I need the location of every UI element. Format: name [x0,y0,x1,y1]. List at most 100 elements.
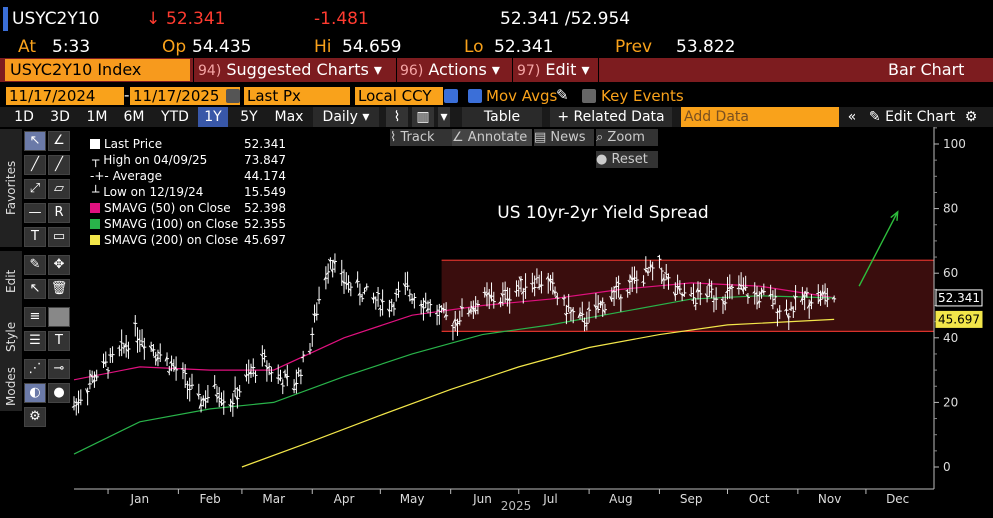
edit-chart-button[interactable]: ✎ Edit Chart [866,107,958,127]
settings-gear-icon[interactable]: ⚙ [964,109,978,125]
frequency-select[interactable]: Daily ▾ [313,107,379,127]
line-style-icon[interactable]: ≡ [24,307,46,327]
suggested-charts-menu[interactable]: 94) Suggested Charts ▾ [198,58,382,82]
add-data-input[interactable]: Add Data [681,107,839,127]
line-width-icon[interactable]: ☰ [24,331,46,351]
pencil-icon[interactable]: ✎ [556,86,569,104]
ticker-symbol[interactable]: USYC2Y10 [12,9,100,29]
eraser-icon[interactable]: ⊸ [48,359,70,379]
gear-icon[interactable]: ⚙ [24,407,46,427]
legend-sma100[interactable]: SMAVG (100) on Close 52.355 [90,216,292,232]
range-max[interactable]: Max [274,109,304,125]
price-bar-open [291,388,295,391]
calendar-icon[interactable] [226,89,240,103]
actions-label: Actions ▾ [428,60,500,79]
arrow-shaft [858,211,899,287]
price-bar [602,303,607,315]
range-1d[interactable]: 1D [14,109,34,125]
edit-menu[interactable]: 97) Edit ▾ [517,58,589,82]
bar-chart-icon[interactable]: ▥ [412,107,434,127]
end-date-field[interactable]: 11/17/2025 [130,87,240,105]
parallel-icon[interactable]: ▱ [48,179,70,199]
price-bar [709,280,714,299]
range-1y[interactable]: 1Y [198,107,228,127]
x-tick-label: Oct [749,492,770,506]
price-bar [386,299,392,318]
related-data-button[interactable]: + Related Data [550,107,672,127]
price-field-select[interactable]: Last Px [244,87,350,105]
chart-type-label[interactable]: Bar Chart [888,60,965,79]
pen-mode-icon[interactable]: ⋰ [24,359,46,379]
range-3d[interactable]: 3D [50,109,70,125]
price-bar [582,317,587,332]
price-bar-open [793,295,797,300]
move-icon[interactable]: ✥ [48,255,70,275]
price-bar [677,280,682,294]
text-size-icon[interactable]: T [48,331,70,351]
price-bar-open [729,285,733,289]
key-events-checkbox[interactable] [582,89,596,103]
track-button[interactable]: ⌇ Track [390,129,452,146]
price-bar-open [423,300,427,304]
palette-icon[interactable]: ● [48,383,70,403]
draw-line-icon[interactable]: ∠ [48,131,70,151]
text-tool-icon[interactable]: T [24,227,46,247]
currency-select[interactable]: Local CCY [355,87,443,105]
annotate-button[interactable]: ∠ Annotate [452,129,532,146]
price-bar-open [332,259,336,265]
channel-icon[interactable]: ⤢ [24,179,46,199]
start-date-field[interactable]: 11/17/2024 [6,87,124,105]
trendline-icon[interactable]: ╱ [24,155,46,175]
legend-label: Average [112,169,162,183]
price-bar [394,288,399,302]
price-bar-open [133,322,136,325]
range-5y[interactable]: 5Y [240,109,258,125]
rectangle-icon[interactable]: ▭ [48,227,70,247]
retracement-icon[interactable]: R [48,203,70,223]
price-bar-open [119,341,122,343]
horizontal-line-icon[interactable]: — [24,203,46,223]
price-bar [85,387,90,406]
fill-color-icon[interactable] [48,307,70,327]
brush-icon[interactable]: ✎ [24,255,46,275]
dropdown-icon[interactable] [444,89,458,103]
price-bar-open [552,289,556,295]
price-bar-open [230,400,234,405]
price-bar [691,283,696,305]
range-ytd[interactable]: YTD [161,109,189,125]
price-bar [770,290,775,310]
range-1m[interactable]: 1M [86,109,108,125]
price-bar-open [259,353,263,357]
security-field[interactable]: USYC2Y10 Index [5,59,190,81]
zoom-button[interactable]: ⌕ Zoom [596,129,658,146]
legend-sma200[interactable]: SMAVG (200) on Close 45.697 [90,232,292,248]
price-bar-open [459,305,463,310]
price-bar-open [518,276,522,282]
chart-style-dropdown[interactable]: ▾ [438,107,450,127]
price-bar [346,275,351,293]
price-bar [443,302,449,321]
cursor-icon[interactable]: ↖ [24,131,46,151]
reset-button[interactable]: ● Reset [596,151,658,168]
price-bar-open [371,297,374,301]
news-button[interactable]: ▤ News [534,129,594,146]
actions-menu[interactable]: 96) Actions ▾ [400,58,500,82]
range-6m[interactable]: 6M [123,109,145,125]
mov-avgs-checkbox[interactable] [468,89,482,103]
magnet-icon[interactable]: ◐ [24,383,46,403]
line-chart-icon[interactable]: ⌇ [386,107,408,127]
price-bar [110,346,115,363]
price-bar-open [809,299,812,306]
select-icon[interactable]: ↖ [24,279,46,299]
collapse-icon[interactable]: « [847,109,857,125]
trash-icon[interactable]: 🗑 [48,279,70,299]
legend-sma50[interactable]: SMAVG (50) on Close 52.398 [90,200,292,216]
actions-num: 96) [400,63,424,79]
table-button[interactable]: Table [462,107,542,127]
price-bar-open [135,340,138,343]
quote-header: USYC2Y10 ↓ 52.341 -1.481 52.341 /52.954 [0,0,993,36]
ray-icon[interactable]: ╱ [48,155,70,175]
price-bar [117,345,122,357]
legend-last-price[interactable]: Last Price 52.341 [90,136,292,152]
